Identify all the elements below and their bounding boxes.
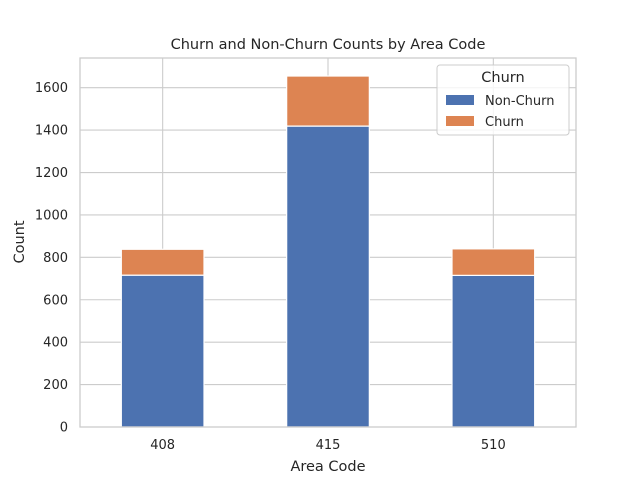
bar-non-churn-510 [451,274,536,428]
chart-title: Churn and Non-Churn Counts by Area Code [171,37,486,53]
y-tick-label: 1000 [35,208,68,223]
y-tick-label: 600 [43,293,68,308]
x-tick-label: 415 [316,438,341,453]
plot-frame [79,57,577,428]
legend-label-churn: Churn [485,115,524,130]
y-tick-label: 1200 [35,166,68,181]
y-tick-label: 0 [60,421,68,436]
y-tick-label: 200 [43,378,68,393]
bars-layer [120,75,536,428]
y-tick-label: 400 [43,336,68,351]
legend-title: Churn [481,70,524,86]
y-tick-label: 800 [43,251,68,266]
x-tick-labels: 408 415 510 [150,438,505,453]
y-tick-label: 1600 [35,81,68,96]
x-tick-label: 408 [150,438,175,453]
legend-swatch-non-churn [446,95,474,105]
legend-swatch-churn [446,116,474,126]
x-tick-label: 510 [481,438,506,453]
legend-label-non-churn: Non-Churn [485,94,555,109]
bar-churn-408 [120,248,205,276]
y-tick-labels: 0 200 400 600 800 1000 1200 1400 1600 [35,81,68,435]
y-tick-label: 1400 [35,124,68,139]
bar-churn-415 [286,75,370,127]
legend: Churn Non-Churn Churn [436,64,570,136]
x-axis-label: Area Code [290,459,365,475]
bar-non-churn-415 [286,125,370,428]
bar-non-churn-408 [120,274,205,428]
bar-churn-510 [451,248,536,276]
y-axis-label: Count [12,220,28,263]
